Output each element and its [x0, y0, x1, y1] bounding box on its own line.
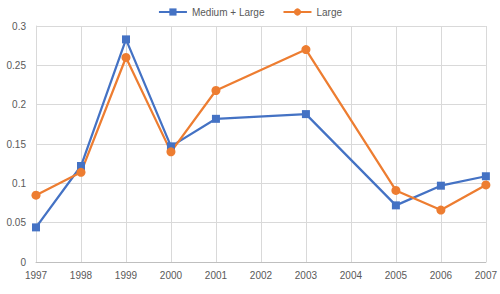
svg-text:1997: 1997 — [25, 270, 48, 281]
svg-text:Large: Large — [316, 7, 342, 18]
svg-text:0.1: 0.1 — [12, 178, 26, 189]
svg-text:0.2: 0.2 — [12, 99, 26, 110]
svg-text:2002: 2002 — [250, 270, 273, 281]
svg-text:0.3: 0.3 — [12, 21, 26, 32]
svg-text:0.05: 0.05 — [7, 217, 27, 228]
svg-text:2003: 2003 — [295, 270, 318, 281]
svg-text:1999: 1999 — [115, 270, 138, 281]
svg-text:2001: 2001 — [205, 270, 228, 281]
svg-text:2005: 2005 — [385, 270, 408, 281]
svg-text:2004: 2004 — [340, 270, 363, 281]
svg-text:Medium + Large: Medium + Large — [192, 7, 265, 18]
svg-text:0.15: 0.15 — [7, 139, 27, 150]
svg-text:1998: 1998 — [70, 270, 93, 281]
svg-text:0: 0 — [20, 257, 26, 268]
svg-text:2007: 2007 — [475, 270, 498, 281]
svg-text:0.25: 0.25 — [7, 60, 27, 71]
svg-text:2006: 2006 — [430, 270, 453, 281]
svg-text:2000: 2000 — [160, 270, 183, 281]
